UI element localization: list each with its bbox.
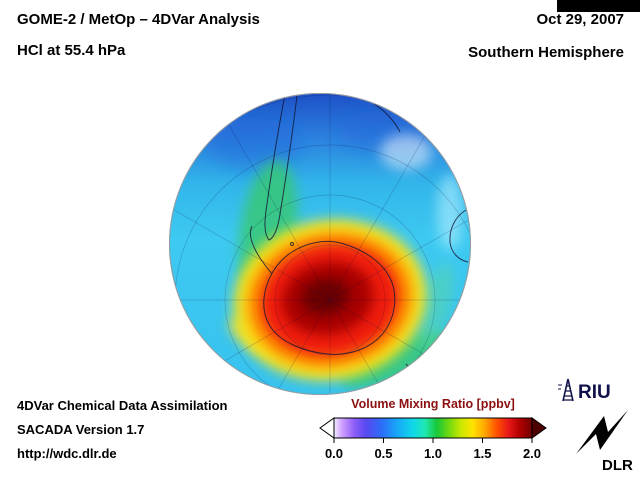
colorbar: 0.0 0.5 1.0 1.5 2.0 [319, 417, 547, 461]
coast-australia [449, 209, 469, 263]
colorbar-title: Volume Mixing Ratio [ppbv] [351, 397, 515, 411]
figure-hemisphere: Southern Hemisphere [468, 44, 624, 61]
figure-title: GOME-2 / MetOp – 4DVar Analysis [17, 11, 260, 28]
dlr-arrow-icon [576, 410, 628, 454]
map-rim [169, 93, 471, 395]
footer-url: http://wdc.dlr.de [17, 446, 117, 461]
dlr-logo: DLR [576, 410, 633, 474]
figure-subtitle: HCl at 55.4 hPa [17, 42, 126, 59]
top-right-black-bar [557, 0, 640, 12]
riu-tower-icon [558, 378, 574, 402]
colorbar-left-arrow [319, 417, 335, 439]
coast-new-zealand [405, 363, 426, 385]
coast-antarctic-peninsula [250, 225, 273, 275]
coast-south-america [264, 93, 298, 241]
coast-falklands [290, 242, 294, 246]
coast-antarctica [263, 240, 396, 355]
colorbar-ticks [333, 438, 533, 443]
coast-africa-tip [373, 103, 401, 133]
dlr-logo-text: DLR [602, 457, 633, 474]
colorbar-tick-label: 1.0 [424, 446, 442, 461]
riu-logo: RIU [558, 378, 611, 403]
colorbar-tick-label: 0.0 [325, 446, 343, 461]
colorbar-right-arrow [531, 417, 547, 439]
colorbar-tick-label: 0.5 [374, 446, 392, 461]
figure-date: Oct 29, 2007 [536, 11, 624, 28]
footer-version-label: SACADA Version 1.7 [17, 422, 145, 437]
riu-logo-text: RIU [578, 382, 611, 403]
colorbar-tick-label: 2.0 [523, 446, 541, 461]
colorbar-gradient [333, 417, 533, 439]
colorbar-tick-label: 1.5 [473, 446, 491, 461]
footer-assimilation-label: 4DVar Chemical Data Assimilation [17, 398, 228, 413]
hemisphere-map [169, 93, 471, 395]
